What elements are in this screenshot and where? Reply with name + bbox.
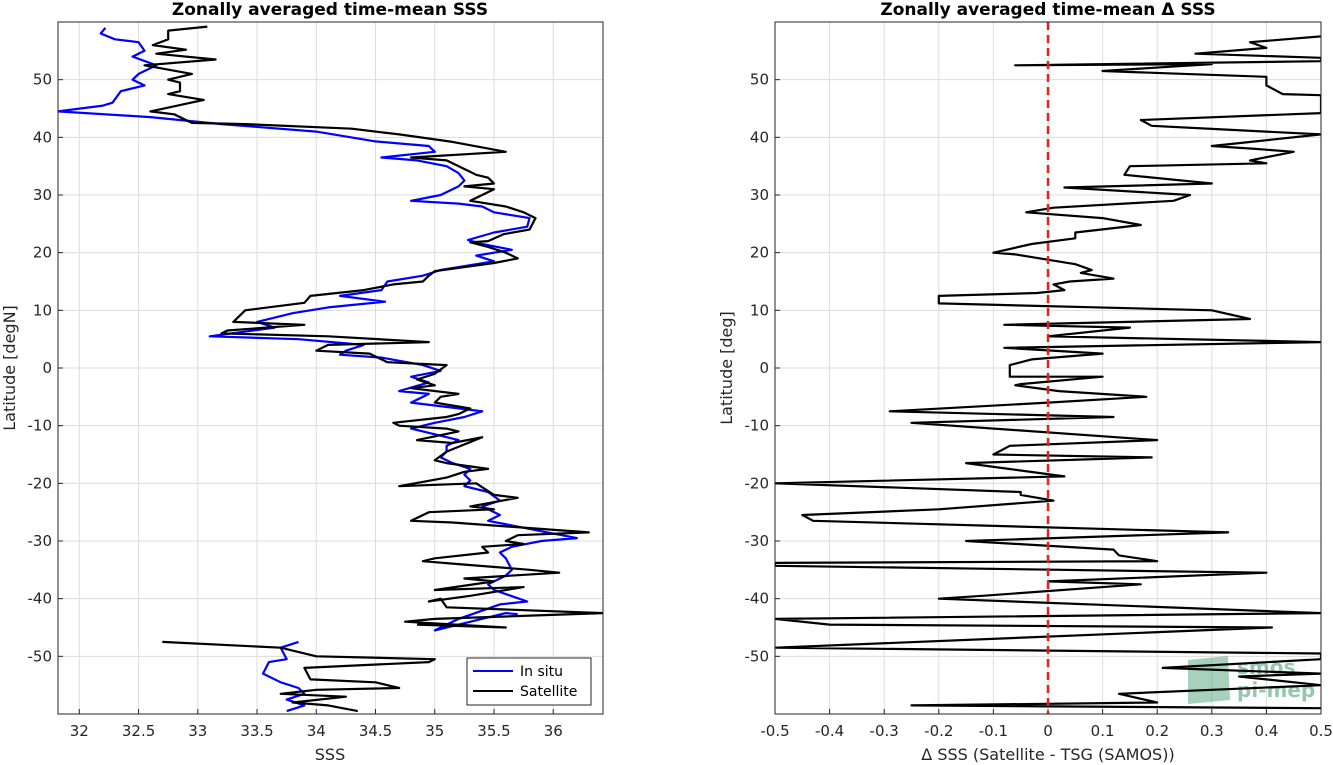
logo-map-icon xyxy=(1188,656,1230,704)
right-x-tick-label: -0.4 xyxy=(815,722,844,740)
right-y-axis-label: Latitude [deg] xyxy=(717,311,736,425)
right-x-tick-label: 0.1 xyxy=(1091,722,1115,740)
legend-label-in-situ: In situ xyxy=(520,664,563,680)
left-x-tick-label: 34 xyxy=(307,722,326,740)
right-series-lines xyxy=(775,35,1321,710)
right-x-tick-label: 0.4 xyxy=(1254,722,1278,740)
left-chart-title: Zonally averaged time-mean SSS xyxy=(172,0,488,20)
right-x-tick-label: -0.1 xyxy=(979,722,1008,740)
left-y-tick-label: -40 xyxy=(28,590,53,608)
left-y-tick-label: 40 xyxy=(33,128,52,146)
left-series-line-in-situ xyxy=(58,27,578,632)
right-axes-box xyxy=(774,21,1322,715)
right-x-axis-label: Δ SSS (Satellite - TSG (SAMOS)) xyxy=(921,745,1174,764)
left-x-tick-label: 32 xyxy=(70,722,89,740)
right-y-tick-label: 50 xyxy=(750,71,769,89)
left-series-lines xyxy=(58,25,603,713)
right-y-tick-label: 20 xyxy=(750,244,769,262)
left-series-line-satellite xyxy=(143,25,603,629)
right-y-tick-label: -10 xyxy=(745,417,770,435)
legend-label-satellite: Satellite xyxy=(520,684,577,700)
left-y-tick-label: 0 xyxy=(42,359,52,377)
right-tick-labels: -0.5 -0.4 -0.3 -0.2 -0.1 0 0.1 0.2 0.3 0.4 0.5 -50 -… xyxy=(745,71,1333,740)
left-tick-labels: 32 32.5 33 33.5 34 34.5 35 35.5 36 -50 -40 -30 -20 -1… xyxy=(28,71,563,740)
legend: In situ Satellite xyxy=(466,657,592,706)
left-y-tick-label: -30 xyxy=(28,532,53,550)
right-series-line-delta-sss xyxy=(775,35,1321,710)
left-x-tick-label: 34.5 xyxy=(359,722,392,740)
left-y-tick-label: 50 xyxy=(33,71,52,89)
logo-line-2: pi-mep xyxy=(1237,678,1315,702)
right-chart-title: Zonally averaged time-mean Δ SSS xyxy=(880,0,1215,20)
left-y-axis-label: Latitude [degN] xyxy=(0,305,19,431)
right-x-tick-label: 0.3 xyxy=(1200,722,1224,740)
left-y-tick-label: -50 xyxy=(28,647,53,665)
right-x-tick-label: 0 xyxy=(1043,722,1053,740)
right-x-tick-label: -0.5 xyxy=(760,722,789,740)
left-x-tick-label: 35 xyxy=(425,722,444,740)
left-y-tick-label: -10 xyxy=(28,417,53,435)
right-y-tick-label: -30 xyxy=(745,532,770,550)
left-x-tick-label: 33.5 xyxy=(240,722,273,740)
right-x-tick-label: 0.5 xyxy=(1309,722,1333,740)
right-y-tick-label: 40 xyxy=(750,128,769,146)
right-y-tick-label: -40 xyxy=(745,590,770,608)
right-x-tick-label: -0.3 xyxy=(870,722,899,740)
right-y-tick-label: 0 xyxy=(759,359,769,377)
right-y-tick-label: 10 xyxy=(750,301,769,319)
legend-box xyxy=(466,657,592,706)
left-series-line-satellite-south xyxy=(162,640,436,713)
right-x-tick-label: 0.2 xyxy=(1145,722,1169,740)
right-chart: Zonally averaged time-mean Δ SSS -0.5 -0.… xyxy=(717,0,1333,764)
right-y-tick-label: -50 xyxy=(745,647,770,665)
right-y-tick-label: 30 xyxy=(750,186,769,204)
right-y-tick-label: -20 xyxy=(745,474,770,492)
left-y-tick-label: 20 xyxy=(33,244,52,262)
left-x-tick-label: 36 xyxy=(544,722,563,740)
left-y-tick-label: 30 xyxy=(33,186,52,204)
left-x-axis-label: SSS xyxy=(315,745,345,764)
left-x-tick-label: 33 xyxy=(188,722,207,740)
left-x-tick-label: 32.5 xyxy=(122,722,155,740)
right-x-tick-label: -0.2 xyxy=(924,722,953,740)
left-y-tick-label: 10 xyxy=(33,301,52,319)
left-x-tick-label: 35.5 xyxy=(477,722,510,740)
left-axes-box xyxy=(57,21,604,715)
left-chart: Zonally averaged time-mean SSS 32 32.5 33 3… xyxy=(0,0,604,764)
left-y-tick-label: -20 xyxy=(28,474,53,492)
